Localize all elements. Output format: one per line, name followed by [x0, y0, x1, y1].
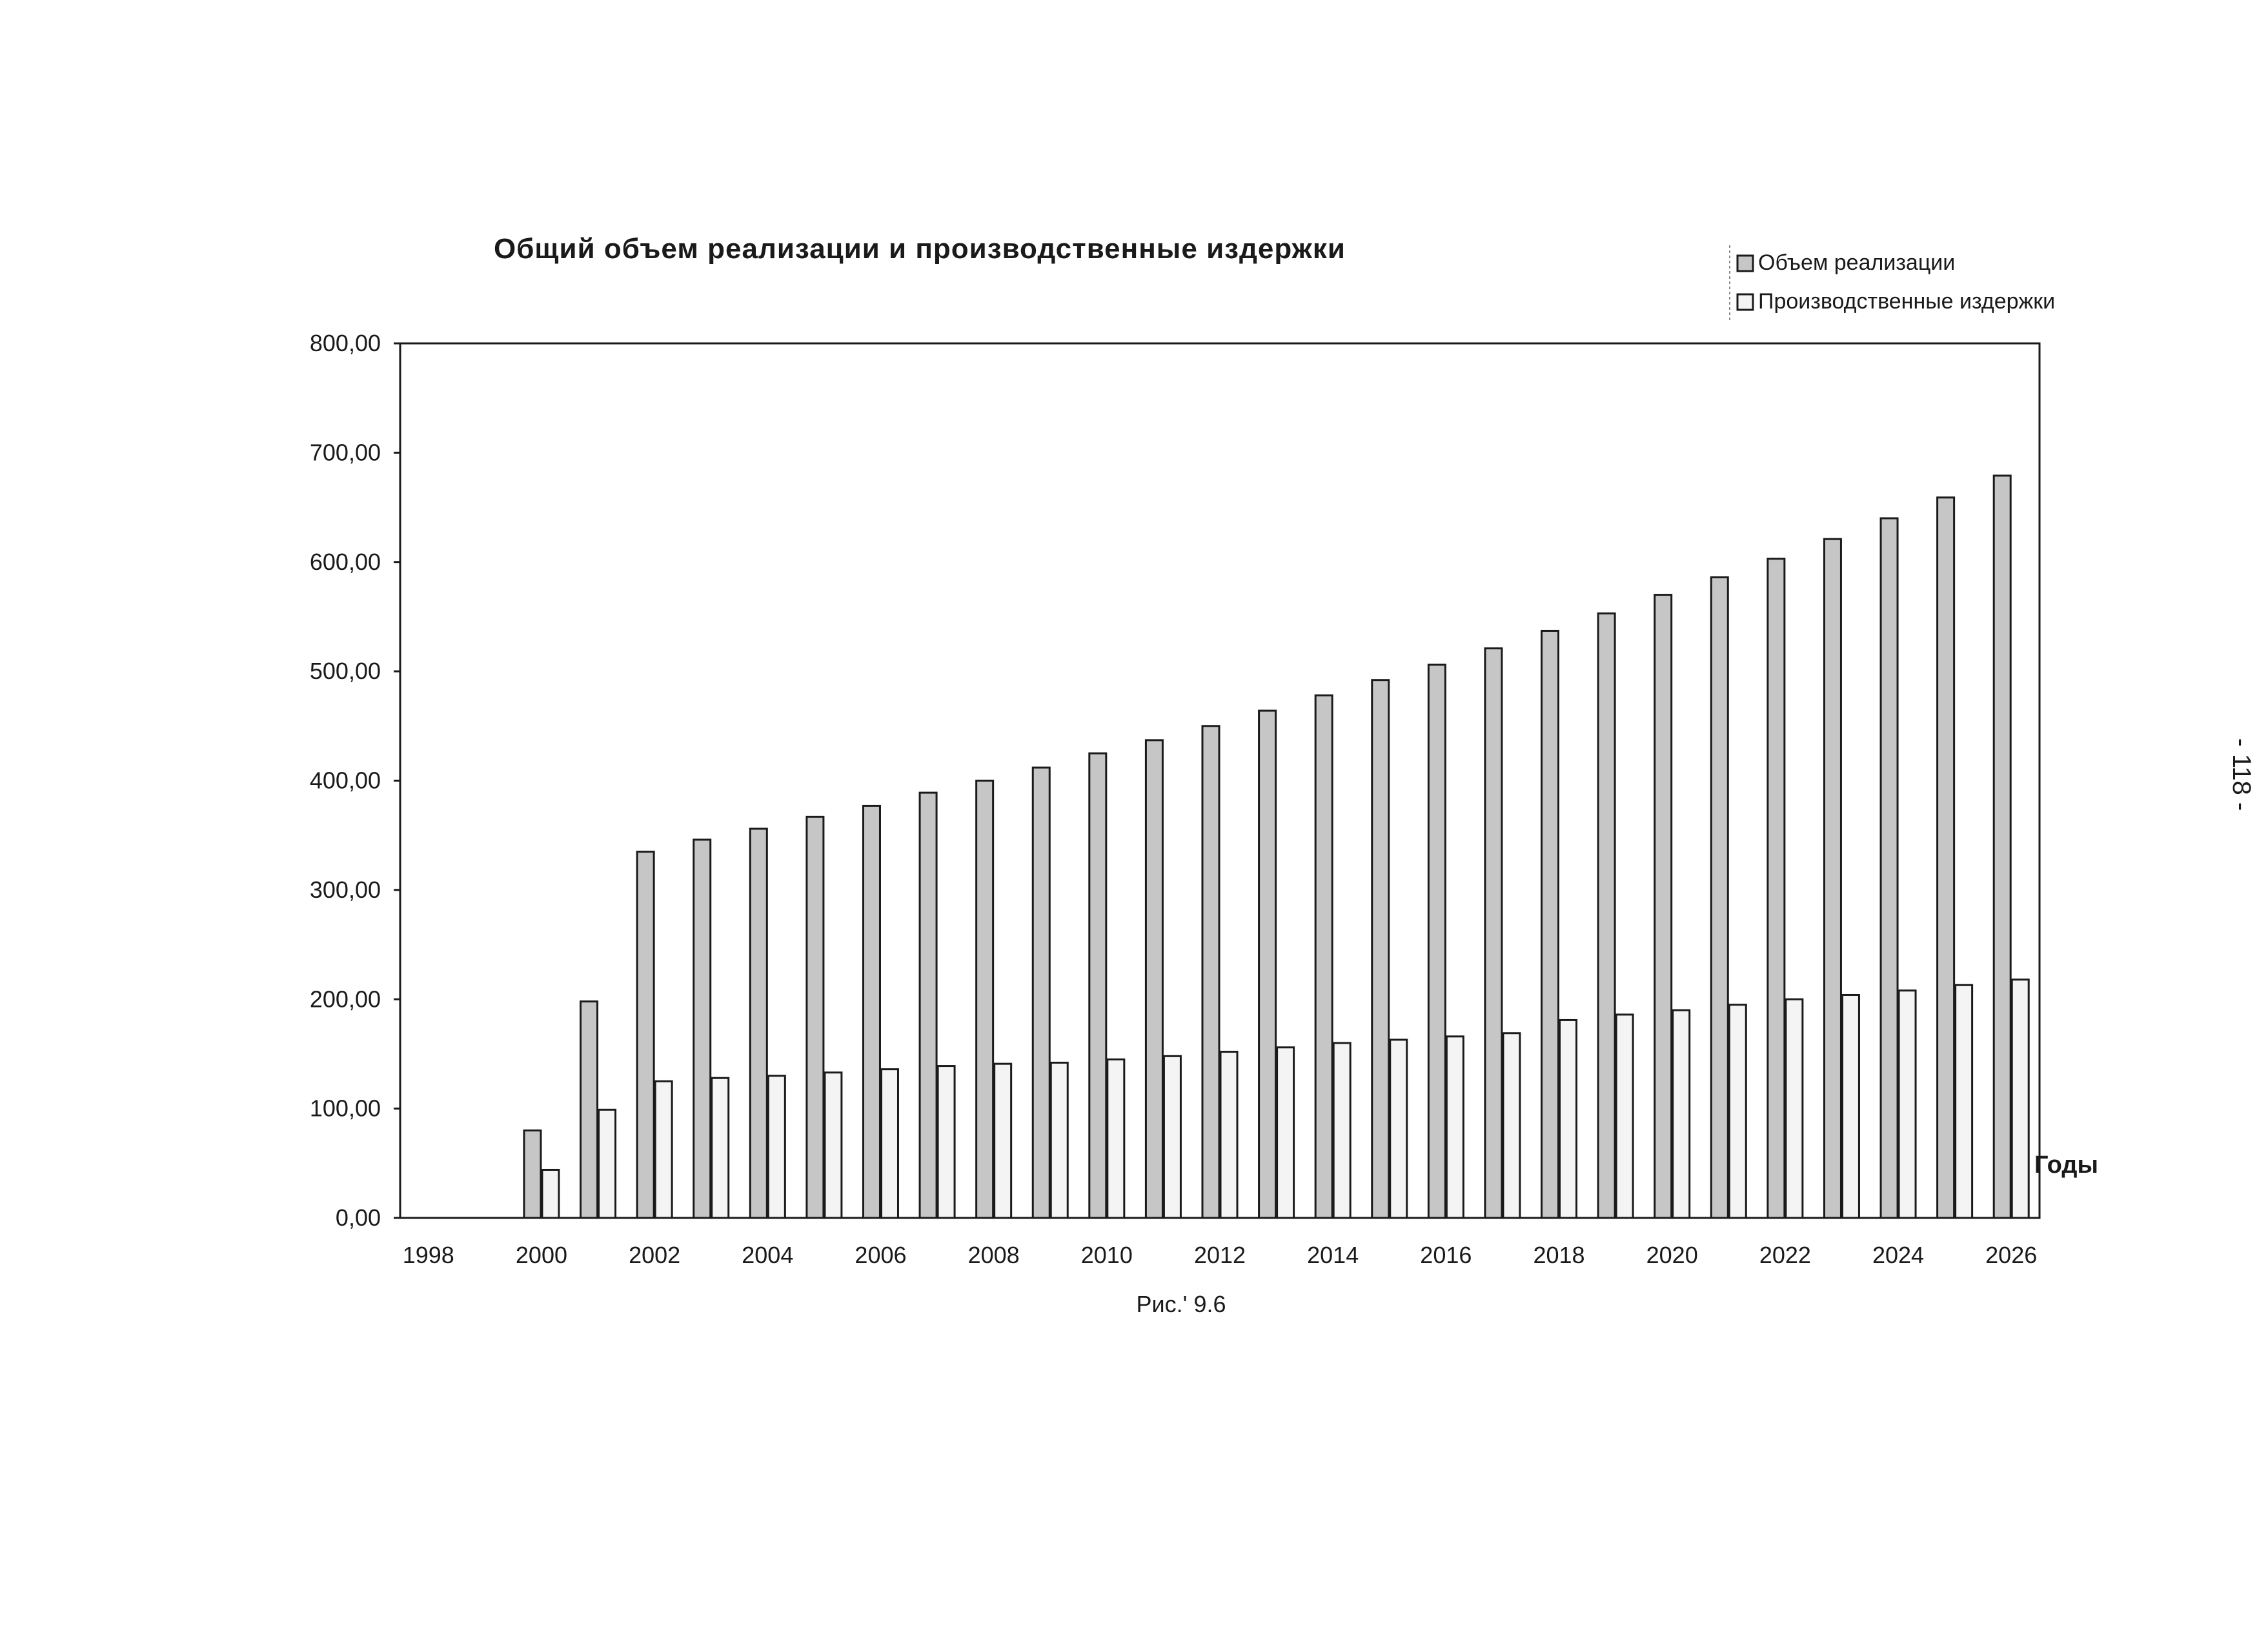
bar-sales-2001 — [580, 1000, 599, 1219]
legend-swatch-costs — [1736, 293, 1754, 311]
bar-sales-2021 — [1710, 576, 1729, 1219]
bar-sales-2018 — [1541, 629, 1560, 1219]
bar-sales-2016 — [1427, 663, 1446, 1219]
x-tick-label: 1998 — [403, 1242, 454, 1268]
x-tick-label: 2004 — [742, 1242, 793, 1268]
bar-sales-2023 — [1823, 538, 1842, 1219]
bar-sales-2013 — [1258, 709, 1277, 1219]
x-tick-label: 2020 — [1646, 1242, 1698, 1268]
y-tick-label: 100,00 — [310, 1095, 381, 1122]
bar-costs-2011 — [1162, 1055, 1182, 1219]
x-axis: 1998 2000 2002 2004 2006 2008 2010 2012 2014 2016… — [403, 1242, 2038, 1268]
bar-costs-2012 — [1219, 1051, 1239, 1219]
bar-costs-2001 — [598, 1108, 617, 1219]
y-tick-label: 700,00 — [310, 439, 381, 465]
bar-sales-2026 — [1992, 474, 2012, 1219]
page-number: - 118 - — [2227, 738, 2256, 811]
y-tick-label: 600,00 — [310, 549, 381, 575]
y-tick-label: 400,00 — [310, 767, 381, 794]
bar-sales-2003 — [693, 838, 712, 1219]
legend-label-sales: Объем реализации — [1758, 250, 1955, 275]
bar-sales-2024 — [1879, 517, 1899, 1219]
bar-sales-2012 — [1201, 725, 1220, 1219]
x-tick-label: 2010 — [1081, 1242, 1133, 1268]
bar-costs-2022 — [1785, 998, 1804, 1219]
y-tick-label: 800,00 — [310, 330, 381, 356]
x-tick-label: 2002 — [629, 1242, 680, 1268]
bar-sales-2020 — [1654, 594, 1673, 1219]
bar-sales-2011 — [1144, 739, 1164, 1219]
x-tick-label: 2014 — [1307, 1242, 1359, 1268]
bar-costs-2023 — [1841, 993, 1860, 1219]
x-tick-label: 2018 — [1533, 1242, 1585, 1268]
bar-costs-2017 — [1502, 1032, 1521, 1219]
bar-costs-2024 — [1898, 989, 1917, 1219]
bar-costs-2015 — [1389, 1038, 1408, 1219]
bar-costs-2019 — [1615, 1013, 1634, 1219]
x-tick-label: 2012 — [1194, 1242, 1246, 1268]
bar-sales-2014 — [1314, 694, 1333, 1219]
bar-sales-2010 — [1088, 752, 1108, 1219]
bar-costs-2009 — [1049, 1061, 1069, 1219]
bar-sales-2008 — [975, 780, 995, 1219]
bar-costs-2003 — [711, 1077, 730, 1219]
bar-costs-2005 — [824, 1071, 843, 1219]
bar-costs-2008 — [993, 1062, 1013, 1219]
x-tick-label: 2022 — [1759, 1242, 1811, 1268]
bar-sales-2019 — [1597, 612, 1616, 1219]
bar-costs-2010 — [1106, 1058, 1126, 1219]
bar-costs-2025 — [1954, 984, 1974, 1219]
legend-label-costs: Производственные издержки — [1758, 289, 2055, 314]
x-tick-label: 2000 — [516, 1242, 567, 1268]
bar-costs-2007 — [937, 1065, 956, 1219]
bar-sales-2005 — [805, 815, 825, 1219]
bar-sales-2015 — [1371, 679, 1390, 1219]
bar-sales-2009 — [1031, 766, 1051, 1219]
y-tick-label: 0,00 — [336, 1204, 381, 1231]
bar-costs-2000 — [541, 1168, 560, 1219]
x-tick-label: 2008 — [968, 1242, 1020, 1268]
bars — [523, 474, 2030, 1219]
chart-title: Общий объем реализации и производственны… — [494, 233, 1346, 265]
bar-costs-2018 — [1559, 1018, 1578, 1219]
y-tick-label: 500,00 — [310, 658, 381, 684]
bar-costs-2004 — [767, 1075, 786, 1219]
bar-costs-2016 — [1445, 1035, 1464, 1219]
x-tick-label: 2024 — [1872, 1242, 1924, 1268]
bar-costs-2014 — [1332, 1042, 1352, 1219]
y-tick-label: 300,00 — [310, 876, 381, 903]
bar-sales-2007 — [918, 791, 938, 1219]
bar-costs-2026 — [2010, 978, 2030, 1219]
bar-costs-2021 — [1728, 1004, 1747, 1219]
legend-swatch-sales — [1736, 254, 1754, 272]
bar-sales-2022 — [1767, 558, 1786, 1219]
y-tick-label: 200,00 — [310, 986, 381, 1012]
bar-costs-2013 — [1276, 1046, 1295, 1219]
bar-sales-2006 — [862, 804, 881, 1219]
bar-costs-2006 — [880, 1068, 899, 1219]
bar-sales-2000 — [523, 1129, 542, 1219]
legend: Объем реализации Производственные издерж… — [1729, 245, 2055, 323]
bar-sales-2004 — [749, 827, 768, 1219]
bar-sales-2025 — [1936, 496, 1956, 1219]
x-axis-label: Годы — [2034, 1151, 2098, 1179]
y-axis: 0,00 100,00 200,00 300,00 400,00 500,00 600,00… — [310, 330, 400, 1231]
bar-costs-2020 — [1672, 1009, 1691, 1219]
bar-sales-2002 — [636, 851, 655, 1219]
x-tick-label: 2026 — [1985, 1242, 2037, 1268]
figure-caption: Рис.' 9.6 — [1136, 1291, 1226, 1317]
x-tick-label: 2016 — [1420, 1242, 1472, 1268]
bar-sales-2017 — [1484, 647, 1503, 1219]
bar-costs-2002 — [654, 1080, 673, 1219]
x-tick-label: 2006 — [855, 1242, 906, 1268]
